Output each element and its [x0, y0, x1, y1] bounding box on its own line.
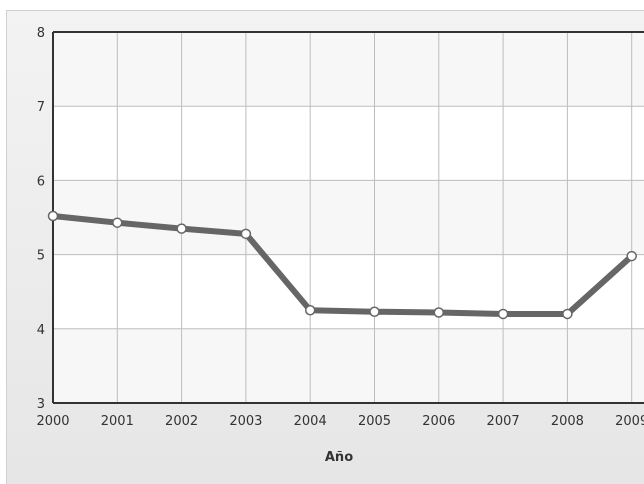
y-tick-label: 4	[37, 323, 45, 338]
x-axis-label: Año	[325, 450, 353, 465]
data-point	[240, 228, 252, 240]
x-tick-label: 2004	[294, 414, 327, 429]
data-point	[369, 306, 380, 317]
x-tick-label: 2000	[36, 414, 69, 429]
data-point	[176, 223, 187, 234]
x-tick-label: 2005	[358, 414, 391, 429]
x-tick-label: 2008	[551, 414, 584, 429]
series-line	[50, 213, 635, 317]
x-tick-label: 2003	[229, 414, 262, 429]
x-tick-label: 2002	[165, 414, 198, 429]
data-point	[112, 217, 123, 228]
y-tick-label: 8	[37, 26, 45, 41]
plot-band	[53, 106, 644, 181]
y-tick-label: 7	[37, 100, 45, 115]
x-tick-label: 2001	[101, 414, 134, 429]
plot-area	[53, 32, 644, 403]
data-point	[433, 307, 445, 318]
data-point	[47, 210, 59, 222]
plot-band	[53, 254, 644, 329]
x-tick-label: 2006	[422, 414, 455, 429]
data-point	[304, 305, 316, 316]
x-tick-label: 2009	[615, 414, 644, 429]
y-tick-label: 6	[37, 174, 45, 189]
x-tick-label: 2007	[487, 414, 520, 429]
series-markers	[47, 210, 637, 320]
y-tick-label: 3	[37, 397, 45, 412]
y-tick-label: 5	[37, 249, 45, 264]
x-tick-labels: 2000 2001 2002 2003 2004 2005 2006 2007 2008 2009	[36, 414, 644, 429]
data-point	[497, 308, 509, 320]
data-point	[562, 308, 573, 320]
y-tick-labels: 3 4 5 6 7 8	[37, 26, 45, 412]
data-point	[626, 250, 637, 262]
